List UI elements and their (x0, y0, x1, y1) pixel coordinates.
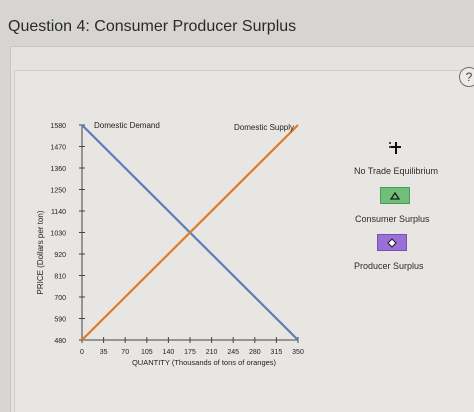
triangle-icon (390, 191, 400, 200)
producer-surplus-label: Producer Surplus (354, 261, 424, 271)
producer-surplus-tool[interactable] (377, 234, 407, 251)
x-tick-label: 280 (249, 349, 261, 356)
y-tick-label: 480 (54, 338, 66, 345)
question-header: Question 4: Consumer Producer Surplus (0, 0, 474, 44)
series-line-domestic-supply (81, 124, 299, 341)
question-title: Question 4: Consumer Producer Surplus (8, 18, 297, 35)
no-trade-equilibrium-label: No Trade Equilibrium (354, 166, 439, 176)
y-axis-title: PRICE (Dollars per ton) (36, 210, 45, 294)
x-tick-label: 140 (163, 349, 175, 356)
y-tick-label: 1580 (50, 123, 66, 130)
x-tick-label: 245 (227, 349, 239, 356)
x-axis-title: QUANTITY (Thousands of tons of oranges) (132, 358, 277, 367)
y-tick-label: 920 (54, 252, 66, 259)
x-tick-label: 210 (206, 349, 218, 356)
x-tick-label: 70 (121, 349, 129, 356)
series-label-supply: Domestic Supply (234, 123, 294, 132)
y-tick-label: 810 (54, 274, 66, 281)
y-tick-label: 1140 (51, 209, 66, 216)
x-tick-label: 175 (184, 349, 196, 356)
series-label-demand: Domestic Demand (94, 121, 160, 130)
diamond-icon (387, 237, 397, 248)
x-tick-label: 315 (271, 349, 283, 356)
y-tick-label: 590 (54, 317, 66, 324)
y-tick-label: 1250 (50, 188, 66, 195)
x-tick-label: 35 (100, 349, 108, 356)
y-tick-label: 1030 (50, 231, 66, 238)
x-tick-label: 350 (292, 349, 304, 356)
consumer-surplus-label: Consumer Surplus (355, 214, 430, 224)
y-tick-label: 1360 (50, 166, 66, 173)
x-tick-label: 105 (141, 349, 153, 356)
x-tick-label: 0 (80, 349, 84, 356)
plus-cross-icon (389, 142, 401, 154)
y-tick-label: 1470 (50, 145, 66, 152)
help-button[interactable]: ? (459, 67, 474, 87)
no-trade-equilibrium-tool[interactable] (388, 140, 404, 156)
consumer-surplus-tool[interactable] (380, 187, 410, 204)
y-tick-label: 700 (54, 295, 66, 302)
